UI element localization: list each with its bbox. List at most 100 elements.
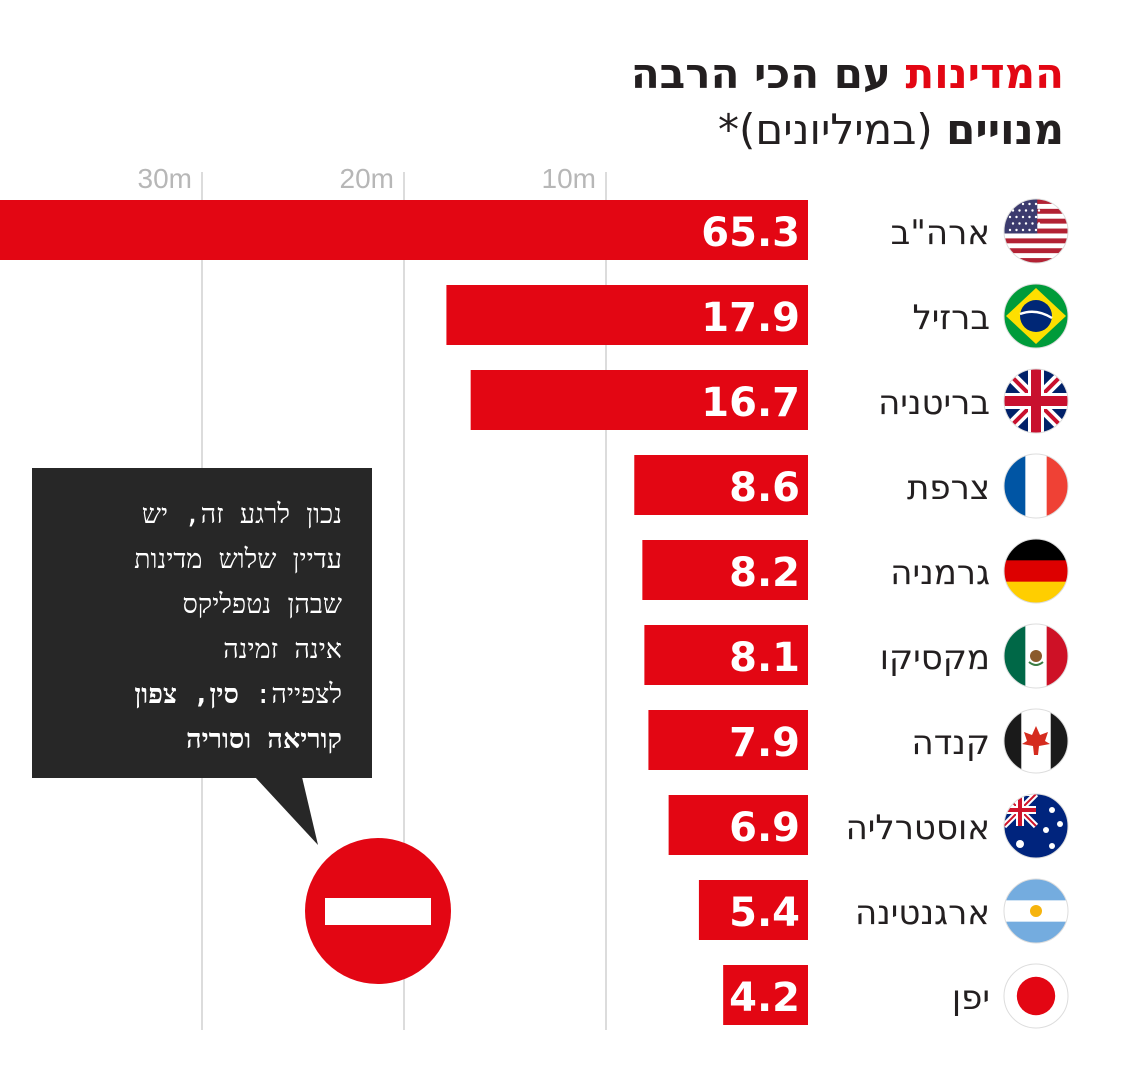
bar	[470, 370, 808, 430]
flag-stripe	[1004, 253, 1068, 259]
flag-star	[1031, 209, 1034, 212]
axis-tick-label: 30m	[138, 163, 192, 194]
subtitle-bold: מנויים	[946, 105, 1064, 154]
bar	[446, 285, 808, 345]
axis-tick-label: 20m	[340, 163, 394, 194]
flag-content	[1004, 964, 1068, 1028]
flag-band	[1004, 921, 1068, 943]
flag-star	[1037, 209, 1041, 212]
bar-value-label: 8.6	[729, 465, 800, 511]
bar	[642, 540, 808, 600]
flag-cross-red	[1004, 808, 1036, 812]
note-pointer	[255, 777, 318, 845]
bar	[648, 710, 808, 770]
flag-canton	[1004, 199, 1038, 234]
flag-border	[1003, 538, 1069, 604]
flag-star	[1008, 228, 1012, 232]
title-rest: עם הכי הרבה	[630, 49, 891, 98]
grid-layer: 10m 20m 30m	[138, 163, 607, 1030]
axis-tick-label: 10m	[542, 163, 596, 194]
bar-value-label: 8.2	[729, 550, 800, 596]
flag-band	[1019, 310, 1053, 320]
flag-band	[1004, 454, 1026, 518]
note-box: נכון לרגע זה, יש עדיין שלוש מדינות שבהן …	[32, 468, 372, 778]
flag-border	[1003, 283, 1069, 349]
flag-star	[1034, 202, 1038, 206]
note-line: לצפייה: סין, צפון	[46, 672, 342, 717]
canada-flag-icon	[1003, 708, 1069, 774]
country-label: ארגנטינה	[855, 893, 990, 933]
country-label: יפן	[952, 978, 990, 1018]
flag-leaf	[1022, 726, 1050, 755]
flag-star	[1049, 807, 1055, 813]
flag-cross-red	[1004, 396, 1068, 406]
bars-layer	[0, 200, 808, 1025]
flag-star	[1015, 215, 1018, 219]
note-text: לצפייה:	[238, 679, 342, 710]
flag-star	[1037, 222, 1041, 225]
bar-value-label: 4.2	[729, 975, 800, 1021]
flag-content	[1004, 624, 1068, 688]
flag-border	[1003, 623, 1069, 689]
country-label: ברזיל	[912, 298, 990, 338]
flag-star	[1021, 202, 1025, 206]
bar	[644, 625, 808, 685]
bar-value-label: 17.9	[701, 295, 800, 341]
flag-star	[1008, 215, 1012, 219]
flag-star	[1028, 202, 1031, 206]
flag-disc	[1016, 976, 1056, 1016]
bar-value-label: 7.9	[729, 720, 800, 766]
flag-star	[1028, 228, 1031, 232]
germany-flag-icon	[1003, 538, 1069, 604]
no-entry-icon	[305, 838, 451, 984]
flag-stripe	[1004, 243, 1068, 249]
country-label: גרמניה	[890, 553, 990, 593]
flag-band	[1004, 560, 1068, 583]
flag-content	[1004, 454, 1068, 518]
flag-content	[1004, 539, 1068, 603]
flag-star	[1015, 228, 1018, 232]
flag-content	[1004, 794, 1068, 858]
flag-border	[1003, 708, 1069, 774]
flag-star	[1028, 215, 1031, 219]
country-label: אוסטרליה	[846, 808, 990, 848]
argentina-flag-icon	[1003, 878, 1069, 944]
country-label: קנדה	[911, 723, 990, 763]
france-flag-icon	[1003, 453, 1069, 519]
flag-band	[1004, 581, 1068, 603]
bar-value-label: 5.4	[729, 890, 800, 936]
flag-border	[1003, 198, 1069, 264]
flag-stripe	[1004, 238, 1068, 244]
flag-star	[1011, 222, 1015, 225]
flag-band	[1004, 624, 1026, 688]
flag-star	[1008, 202, 1012, 206]
flag-star	[1018, 209, 1021, 212]
subtitle-regular: (במיליונים)*	[718, 105, 933, 154]
flag-star	[1021, 215, 1025, 219]
country-label: ארה"ב	[891, 213, 990, 253]
note-line: עדיין שלוש מדינות	[134, 544, 342, 575]
flag-content	[1004, 879, 1068, 943]
flag-border	[1003, 963, 1069, 1029]
uk-flag-icon	[1003, 368, 1069, 434]
flag-emblem	[1030, 650, 1042, 662]
bar	[723, 965, 808, 1025]
flag-band	[1025, 454, 1048, 518]
flag-band	[1004, 539, 1068, 561]
flag-stripe	[1004, 233, 1068, 239]
flag-border	[1003, 878, 1069, 944]
flag-star	[1034, 215, 1038, 219]
note-line: שבהן נטפליקס	[182, 589, 342, 620]
flag-stripe	[1004, 258, 1068, 263]
bar	[0, 200, 808, 260]
japan-flag-icon	[1003, 963, 1069, 1029]
flag-sun	[1030, 905, 1042, 917]
flag-star	[1034, 228, 1038, 232]
flag-band	[1004, 879, 1068, 901]
flag-stripe	[1004, 248, 1068, 254]
bar	[634, 455, 808, 515]
bar-value-label: 65.3	[701, 210, 800, 256]
flag-star	[1016, 840, 1024, 848]
bar-value-label: 6.9	[729, 805, 800, 851]
note-line: אינה זמינה	[223, 634, 342, 665]
